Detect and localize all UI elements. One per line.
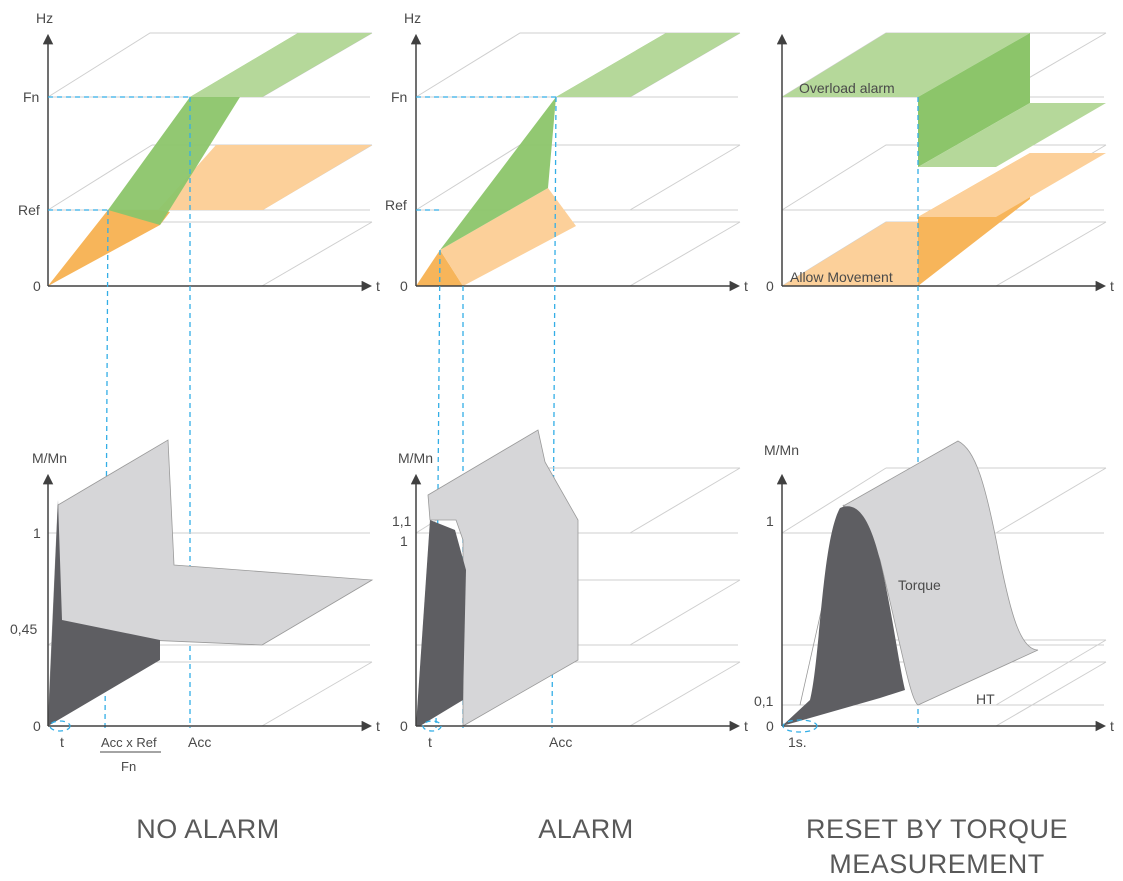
x-axis-label: t xyxy=(376,278,380,294)
ht-label: HT xyxy=(976,691,995,707)
tick-label: 1 xyxy=(33,525,41,541)
tick-label: 0 xyxy=(766,718,774,734)
x-axis-label: t xyxy=(1110,718,1114,734)
torque-surface xyxy=(427,429,579,727)
overload-plane-low xyxy=(918,103,1106,167)
tick-label: 0,1 xyxy=(754,693,774,709)
ref-ramp xyxy=(48,210,170,286)
t-marker xyxy=(422,720,442,732)
panel-caption: NO ALARM xyxy=(136,814,280,844)
fn-plane xyxy=(556,33,740,97)
freq-ramp xyxy=(108,33,372,225)
x-tick-label: Acc xyxy=(549,734,572,750)
panel-no-alarm: Hz t Fn Ref 0 M/Mn t 1 0,45 0 t Acc x Re… xyxy=(10,10,380,844)
guide-lines xyxy=(48,96,191,729)
tick-label: 0 xyxy=(33,278,41,294)
torque-label: Torque xyxy=(898,577,941,593)
tick-label: Fn xyxy=(23,89,39,105)
panel-caption: RESET BY TORQUE xyxy=(806,814,1068,844)
tick-label: 1 xyxy=(400,533,408,549)
tick-label: 0 xyxy=(400,278,408,294)
x-axis-label: t xyxy=(744,278,748,294)
overload-plane xyxy=(782,33,1030,97)
freq-ramp xyxy=(440,33,740,250)
allow-plane-high xyxy=(918,153,1106,217)
x-tick-label: t xyxy=(428,734,432,750)
allow-label: Allow Movement xyxy=(790,269,893,285)
tick-label: 0 xyxy=(33,718,41,734)
tick-label: 0,45 xyxy=(10,621,37,637)
t-marker xyxy=(782,719,818,733)
panel-caption: ALARM xyxy=(538,814,634,844)
x-tick-label: Acc x Ref xyxy=(101,735,157,750)
torque-surface-dark xyxy=(48,500,160,726)
guide-lines xyxy=(416,96,557,729)
ref-plane xyxy=(440,188,576,286)
y-axis-label: M/Mn xyxy=(32,450,67,466)
tick-label: 0 xyxy=(766,278,774,294)
panel-reset: t 0 Overload alarm Allow Movement M/Mn t… xyxy=(754,32,1114,879)
ref-plane xyxy=(48,145,372,286)
y-axis-label: Hz xyxy=(36,10,53,26)
y-axis-label: M/Mn xyxy=(764,442,799,458)
overload-label: Overload alarm xyxy=(799,80,895,96)
x-axis-label: t xyxy=(1110,278,1114,294)
tick-label: Fn xyxy=(391,89,407,105)
tick-label: Ref xyxy=(385,197,407,213)
x-tick-label: Acc xyxy=(188,734,211,750)
allow-plane xyxy=(782,222,918,286)
panel-alarm: Hz t Fn Ref 0 M/Mn t 1,1 1 0 t Acc ALARM xyxy=(385,10,748,844)
fn-plane xyxy=(190,33,372,97)
x-axis-label: t xyxy=(376,718,380,734)
x-tick-label: 1s. xyxy=(788,734,807,750)
t-marker xyxy=(49,720,71,732)
y-axis-label: M/Mn xyxy=(398,450,433,466)
x-tick-label: t xyxy=(60,734,64,750)
y-axis-label: Hz xyxy=(404,10,421,26)
torque-surface-dark xyxy=(782,506,905,726)
tick-label: 1,1 xyxy=(392,513,412,529)
x-axis-label: t xyxy=(744,718,748,734)
tick-label: 1 xyxy=(766,513,774,529)
tick-label: 0 xyxy=(400,718,408,734)
tick-label: Ref xyxy=(18,202,40,218)
torque-surface-dark xyxy=(416,520,466,726)
panel-caption: MEASUREMENT xyxy=(829,849,1045,879)
overload-step xyxy=(918,33,1030,167)
x-tick-label: Fn xyxy=(121,759,136,774)
